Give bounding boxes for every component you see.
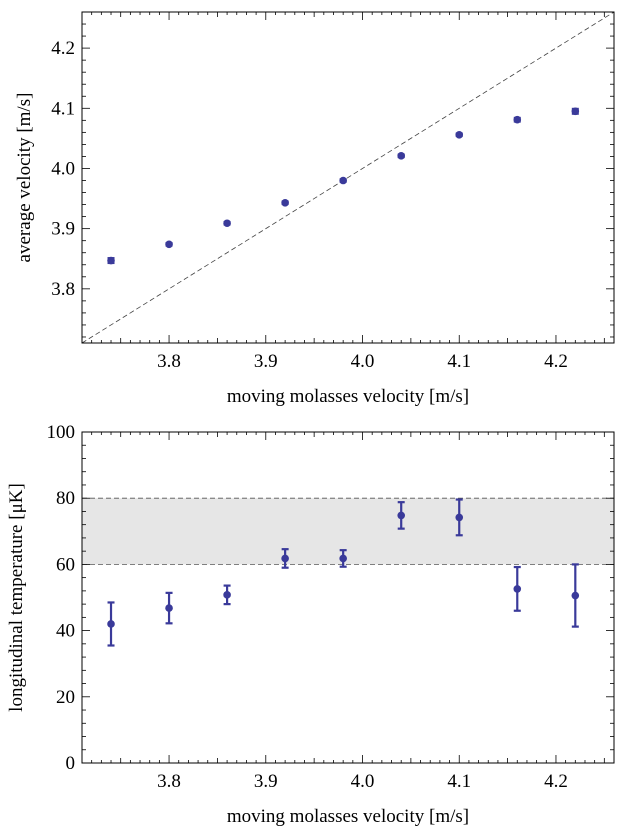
y-tick-label: 100 — [47, 422, 76, 443]
bottom-panel: 3.8 3.9 4.0 4.1 4.2 0 20 40 60 80 100 moving molass… — [6, 422, 615, 827]
y-tick-label: 3.9 — [51, 219, 75, 240]
reference-line — [81, 11, 615, 344]
plot-frame — [81, 11, 615, 344]
x-tick-label: 4.1 — [447, 771, 471, 792]
data-point — [571, 107, 580, 116]
data-point — [513, 115, 522, 124]
data-point — [281, 198, 289, 207]
x-tick-label: 4.2 — [544, 771, 568, 792]
data-point — [455, 130, 464, 139]
x-tick-label: 4.0 — [351, 771, 375, 792]
x-tick-label: 4.2 — [544, 351, 568, 372]
y-axis-label: average velocity [m/s] — [14, 93, 35, 263]
y-tick-label: 4.1 — [51, 98, 75, 119]
y-tick-label: 40 — [56, 621, 75, 642]
data-point — [455, 513, 464, 522]
data-point — [107, 620, 115, 628]
data-point — [165, 240, 173, 249]
x-tick-label: 4.0 — [351, 351, 375, 372]
x-tick-label: 4.1 — [447, 351, 471, 372]
y-tick-label: 3.8 — [51, 279, 75, 300]
y-axis-label: longitudinal temperature [μK] — [6, 483, 27, 712]
y-tick-label: 4.0 — [51, 158, 75, 179]
x-axis-label: moving molasses velocity [m/s] — [227, 386, 469, 407]
x-tick-label: 3.9 — [254, 351, 278, 372]
y-tick-label: 60 — [56, 554, 75, 575]
data-point — [223, 219, 231, 228]
y-tick-label: 0 — [66, 753, 76, 774]
data-point — [223, 591, 231, 599]
data-point — [397, 152, 406, 160]
top-panel: 3.8 3.9 4.0 4.1 4.2 3.8 3.9 4.0 4.1 4.2 moving mol… — [14, 11, 615, 407]
data-point — [281, 554, 289, 563]
plot-frame — [81, 431, 615, 764]
data-point — [513, 585, 522, 593]
x-tick-label: 3.9 — [254, 771, 278, 792]
shaded-band — [82, 498, 614, 565]
x-tick-label: 3.8 — [157, 351, 181, 372]
y-tick-label: 4.2 — [51, 38, 75, 59]
data-point — [165, 604, 173, 612]
data-point — [397, 511, 406, 520]
y-tick-label: 80 — [56, 488, 75, 509]
x-axis-label: moving molasses velocity [m/s] — [227, 806, 469, 827]
data-point — [339, 554, 347, 563]
data-point — [107, 256, 115, 265]
data-point — [571, 591, 580, 600]
y-tick-label: 20 — [56, 687, 75, 708]
x-tick-label: 3.8 — [157, 771, 181, 792]
data-point — [339, 176, 347, 185]
